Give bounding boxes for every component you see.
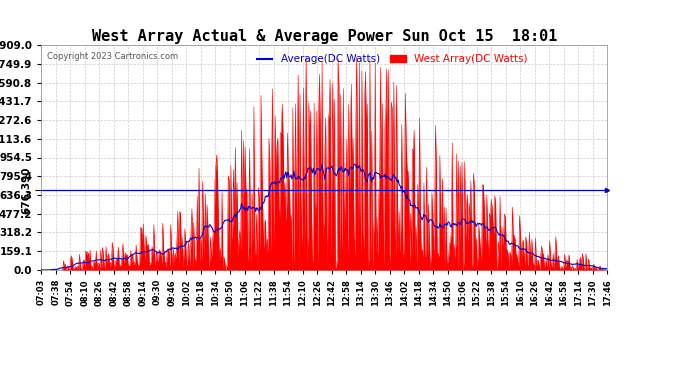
Title: West Array Actual & Average Power Sun Oct 15  18:01: West Array Actual & Average Power Sun Oc… <box>92 29 557 44</box>
Legend: Average(DC Watts), West Array(DC Watts): Average(DC Watts), West Array(DC Watts) <box>253 50 532 69</box>
Text: Copyright 2023 Cartronics.com: Copyright 2023 Cartronics.com <box>47 52 178 61</box>
